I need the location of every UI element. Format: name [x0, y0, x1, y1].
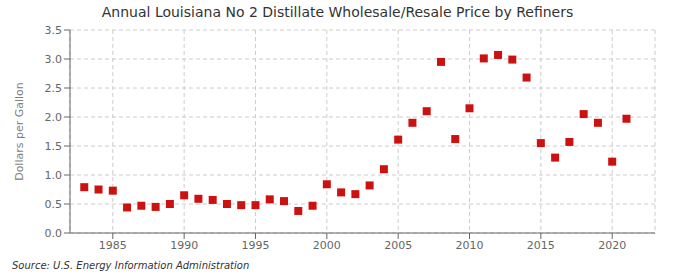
svg-text:1990: 1990 [170, 239, 198, 252]
svg-text:1.5: 1.5 [45, 140, 63, 153]
svg-text:2010: 2010 [456, 239, 484, 252]
svg-text:3.5: 3.5 [45, 24, 63, 37]
svg-text:2.0: 2.0 [45, 111, 63, 124]
svg-text:0.0: 0.0 [45, 227, 63, 240]
svg-text:2015: 2015 [527, 239, 555, 252]
html-text:Source: U.S. Energy Informatio: Source: U.S. Energy Information Administ… [12, 260, 250, 271]
svg-text:1995: 1995 [241, 239, 269, 252]
svg-text:0.5: 0.5 [45, 198, 63, 211]
svg-text:2.5: 2.5 [45, 82, 63, 95]
svg-text:2000: 2000 [313, 239, 341, 252]
svg-text:2005: 2005 [384, 239, 412, 252]
html-text:Annual Louisiana No 2 Distilla: Annual Louisiana No 2 Distillate Wholesa… [101, 4, 574, 20]
svg-text:2020: 2020 [598, 239, 626, 252]
svg-text:1985: 1985 [99, 239, 127, 252]
svg-text:3.0: 3.0 [45, 53, 63, 66]
svg-text:1.0: 1.0 [45, 169, 63, 182]
svg-text:Dollars per Gallon: Dollars per Gallon [13, 82, 26, 181]
